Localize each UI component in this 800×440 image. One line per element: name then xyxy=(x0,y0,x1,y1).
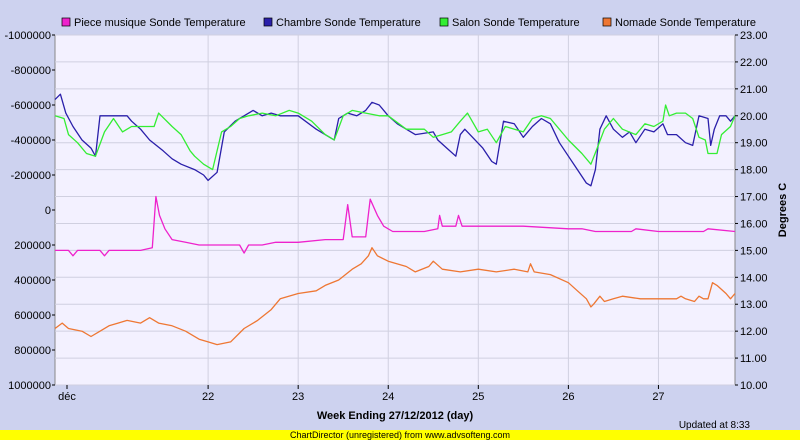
left-tick-label: -1000000 xyxy=(5,30,52,42)
x-tick-label: 25 xyxy=(472,391,484,403)
right-tick-label: 20.00 xyxy=(740,111,768,123)
legend-swatch xyxy=(61,17,71,27)
series-layer xyxy=(54,93,736,346)
series-line-2 xyxy=(54,93,736,187)
plot-area xyxy=(54,34,736,386)
right-tick-label: 17.00 xyxy=(740,192,768,204)
left-tick-label: 600000 xyxy=(14,310,51,322)
left-axis: -1000000 -800000 -600000 -400000 -200000 0 200… xyxy=(5,30,55,392)
legend-label: Salon Sonde Temperature xyxy=(452,17,580,29)
right-tick-label: 13.00 xyxy=(740,299,768,311)
legend-label: Nomade Sonde Temperature xyxy=(615,17,756,29)
right-tick-label: 11.00 xyxy=(740,353,767,365)
right-tick-label: 19.00 xyxy=(740,138,768,150)
left-tick-label: 200000 xyxy=(14,240,51,252)
series-line-1 xyxy=(55,195,736,257)
legend-swatch xyxy=(439,17,449,27)
right-tick-label: 23.00 xyxy=(740,30,768,42)
x-tick-label: 24 xyxy=(382,391,394,403)
footer-banner: ChartDirector (unregistered) from www.ad… xyxy=(0,430,800,440)
x-axis-title: Week Ending 27/12/2012 (day) xyxy=(317,410,474,422)
right-tick-label: 22.00 xyxy=(740,57,768,69)
series-line-3 xyxy=(54,104,736,171)
updated-label: Updated at 8:33 xyxy=(679,420,751,431)
right-tick-label: 18.00 xyxy=(740,165,768,177)
left-tick-label: -800000 xyxy=(11,65,51,77)
x-axis: déc 22 23 24 25 26 27 xyxy=(58,385,665,403)
left-tick-label: 800000 xyxy=(14,345,51,357)
grid-lines xyxy=(55,34,735,386)
left-tick-label: -200000 xyxy=(11,170,51,182)
x-tick-label: 27 xyxy=(652,391,664,403)
series-line-4 xyxy=(54,247,736,346)
x-tick-label: 22 xyxy=(202,391,214,403)
left-tick-label: 400000 xyxy=(14,275,51,287)
right-tick-label: 21.00 xyxy=(740,84,768,96)
legend-label: Piece musique Sonde Temperature xyxy=(74,17,246,29)
right-tick-label: 15.00 xyxy=(740,245,768,257)
right-tick-label: 14.00 xyxy=(740,272,768,284)
legend-label: Chambre Sonde Temperature xyxy=(276,17,421,29)
legend-swatch xyxy=(602,17,612,27)
right-axis: 10.00 11.00 12.00 13.00 14.00 15.00 16.00 17.00… xyxy=(735,30,768,392)
legend: Piece musique Sonde Temperature Chambre S… xyxy=(61,17,756,29)
left-tick-label: -600000 xyxy=(11,100,51,112)
right-tick-label: 16.00 xyxy=(740,218,768,230)
x-tick-label: 26 xyxy=(562,391,574,403)
x-tick-label: 23 xyxy=(292,391,304,403)
right-tick-label: 12.00 xyxy=(740,326,768,338)
left-tick-label: 0 xyxy=(45,205,51,217)
right-tick-label: 10.00 xyxy=(740,380,768,392)
left-tick-label: -400000 xyxy=(11,135,51,147)
left-tick-label: 1000000 xyxy=(8,380,51,392)
x-tick-label: déc xyxy=(58,391,76,403)
right-axis-title: Degrees C xyxy=(777,183,789,237)
legend-swatch xyxy=(263,17,273,27)
